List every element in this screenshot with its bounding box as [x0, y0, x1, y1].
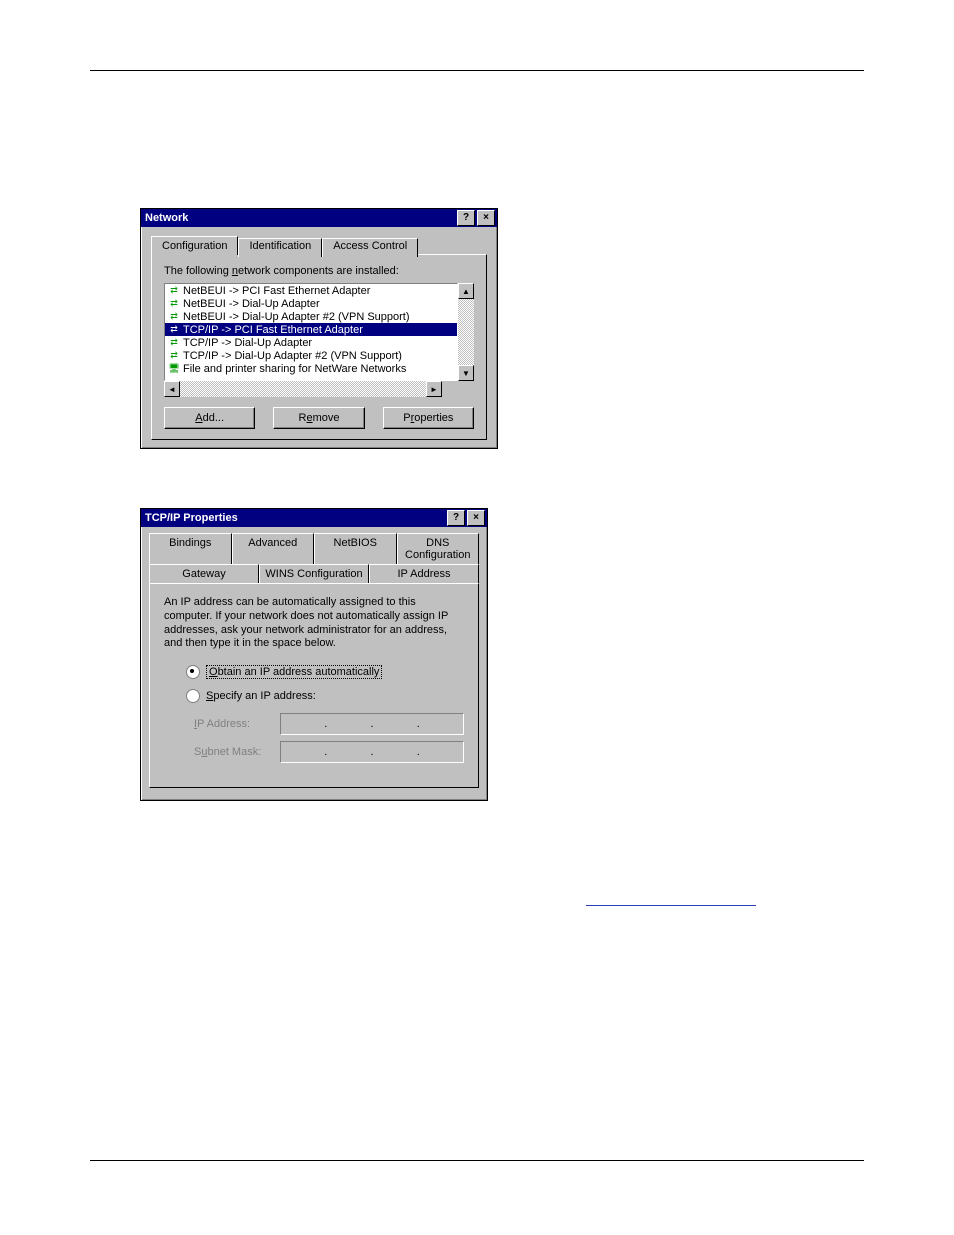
list-item-label: NetBEUI -> Dial-Up Adapter	[183, 298, 320, 310]
radio-unchecked-icon	[186, 689, 200, 703]
network-title: Network	[143, 212, 188, 224]
subnet-mask-input: . . .	[280, 741, 464, 763]
ip-sep: .	[324, 718, 327, 730]
tab-access-control[interactable]: Access Control	[322, 238, 418, 257]
list-item[interactable]: ⇄ TCP/IP -> Dial-Up Adapter #2 (VPN Supp…	[165, 349, 457, 362]
tcpip-tabs-front-row: Gateway WINS Configuration IP Address	[149, 564, 479, 583]
tab-netbios[interactable]: NetBIOS	[314, 533, 397, 564]
list-item-label: TCP/IP -> Dial-Up Adapter #2 (VPN Suppor…	[183, 350, 402, 362]
tab-bindings[interactable]: Bindings	[149, 533, 232, 564]
installed-components-label: The following network components are ins…	[164, 265, 474, 277]
scroll-track-horizontal[interactable]	[180, 381, 426, 397]
list-item[interactable]: ⇄ NetBEUI -> Dial-Up Adapter	[165, 297, 457, 310]
ip-sep: .	[417, 746, 420, 758]
scroll-down-button[interactable]: ▼	[458, 365, 474, 381]
ip-sep: .	[324, 746, 327, 758]
radio-specify-ip[interactable]: Specify an IP address:	[186, 689, 464, 703]
ip-address-input: . . .	[280, 713, 464, 735]
add-button[interactable]: Add...	[164, 407, 255, 429]
radio-checked-icon	[186, 665, 200, 679]
bottom-horizontal-rule	[90, 1160, 864, 1161]
tab-advanced[interactable]: Advanced	[232, 533, 315, 564]
scroll-track-vertical[interactable]	[458, 299, 474, 365]
protocol-icon: ⇄	[167, 337, 181, 349]
ip-sep: .	[371, 718, 374, 730]
scroll-left-button[interactable]: ◄	[164, 381, 180, 397]
ip-address-label: IP Address:	[194, 718, 280, 730]
ip-address-row: IP Address: . . .	[194, 713, 464, 735]
ip-sep: .	[417, 718, 420, 730]
tcpip-dialog: TCP/IP Properties ? × Bindings Advanced …	[140, 508, 488, 801]
protocol-icon: ⇄	[167, 350, 181, 362]
remove-button[interactable]: Remove	[273, 407, 364, 429]
scroll-up-button[interactable]: ▲	[458, 283, 474, 299]
subnet-mask-label: Subnet Mask:	[194, 746, 280, 758]
network-dialog: Network ? × Configuration Identification…	[140, 208, 498, 449]
tab-panel-configuration: The following network components are ins…	[151, 254, 487, 440]
protocol-icon: ⇄	[167, 311, 181, 323]
tcpip-title: TCP/IP Properties	[143, 512, 238, 524]
list-item[interactable]: 🖥 File and printer sharing for NetWare N…	[165, 362, 457, 375]
radio-obtain-auto[interactable]: Obtain an IP address automatically	[186, 665, 464, 679]
tcpip-tabs-back-row: Bindings Advanced NetBIOS DNS Configurat…	[149, 533, 479, 564]
list-item[interactable]: ⇄ NetBEUI -> PCI Fast Ethernet Adapter	[165, 284, 457, 297]
components-listbox[interactable]: ⇄ NetBEUI -> PCI Fast Ethernet Adapter ⇄…	[164, 283, 458, 381]
tab-dns-configuration[interactable]: DNS Configuration	[397, 533, 480, 564]
network-titlebar[interactable]: Network ? ×	[141, 209, 497, 227]
help-button[interactable]: ?	[447, 510, 465, 526]
tab-gateway[interactable]: Gateway	[149, 564, 259, 583]
network-tabs: Configuration Identification Access Cont…	[151, 235, 487, 254]
properties-button[interactable]: Properties	[383, 407, 474, 429]
top-horizontal-rule	[90, 70, 864, 71]
ip-mode-radio-group: Obtain an IP address automatically Speci…	[186, 665, 464, 703]
components-list-wrap: ⇄ NetBEUI -> PCI Fast Ethernet Adapter ⇄…	[164, 283, 474, 381]
protocol-icon: ⇄	[167, 298, 181, 310]
list-item[interactable]: ⇄ TCP/IP -> Dial-Up Adapter	[165, 336, 457, 349]
radio-obtain-auto-label: Obtain an IP address automatically	[206, 665, 382, 679]
list-item[interactable]: ⇄ NetBEUI -> Dial-Up Adapter #2 (VPN Sup…	[165, 310, 457, 323]
tab-configuration[interactable]: Configuration	[151, 236, 238, 255]
list-item-label: TCP/IP -> PCI Fast Ethernet Adapter	[183, 324, 363, 336]
subnet-mask-row: Subnet Mask: . . .	[194, 741, 464, 763]
tab-identification[interactable]: Identification	[238, 238, 322, 257]
list-item-label: NetBEUI -> Dial-Up Adapter #2 (VPN Suppo…	[183, 311, 410, 323]
list-item-label: NetBEUI -> PCI Fast Ethernet Adapter	[183, 285, 370, 297]
protocol-icon: ⇄	[167, 324, 181, 336]
underline-link	[586, 905, 756, 906]
list-scrollbar-vertical[interactable]: ▲ ▼	[458, 283, 474, 381]
list-item-label: File and printer sharing for NetWare Net…	[183, 363, 406, 375]
scroll-right-button[interactable]: ►	[426, 381, 442, 397]
tab-wins-configuration[interactable]: WINS Configuration	[259, 564, 369, 583]
scroll-corner	[458, 381, 474, 397]
button-row: Add... Remove Properties	[164, 407, 474, 429]
tab-ip-address[interactable]: IP Address	[369, 564, 479, 583]
list-item-selected[interactable]: ⇄ TCP/IP -> PCI Fast Ethernet Adapter	[165, 323, 457, 336]
tcpip-titlebar[interactable]: TCP/IP Properties ? ×	[141, 509, 487, 527]
help-button[interactable]: ?	[457, 210, 475, 226]
close-button[interactable]: ×	[467, 510, 485, 526]
file-share-icon: 🖥	[167, 363, 181, 375]
close-button[interactable]: ×	[477, 210, 495, 226]
ip-address-description: An IP address can be automatically assig…	[164, 596, 464, 651]
protocol-icon: ⇄	[167, 285, 181, 297]
list-scrollbar-horizontal[interactable]: ◄ ►	[164, 381, 442, 397]
tab-panel-ip-address: An IP address can be automatically assig…	[149, 583, 479, 788]
ip-sep: .	[371, 746, 374, 758]
radio-specify-ip-label: Specify an IP address:	[206, 690, 316, 702]
list-item-label: TCP/IP -> Dial-Up Adapter	[183, 337, 312, 349]
